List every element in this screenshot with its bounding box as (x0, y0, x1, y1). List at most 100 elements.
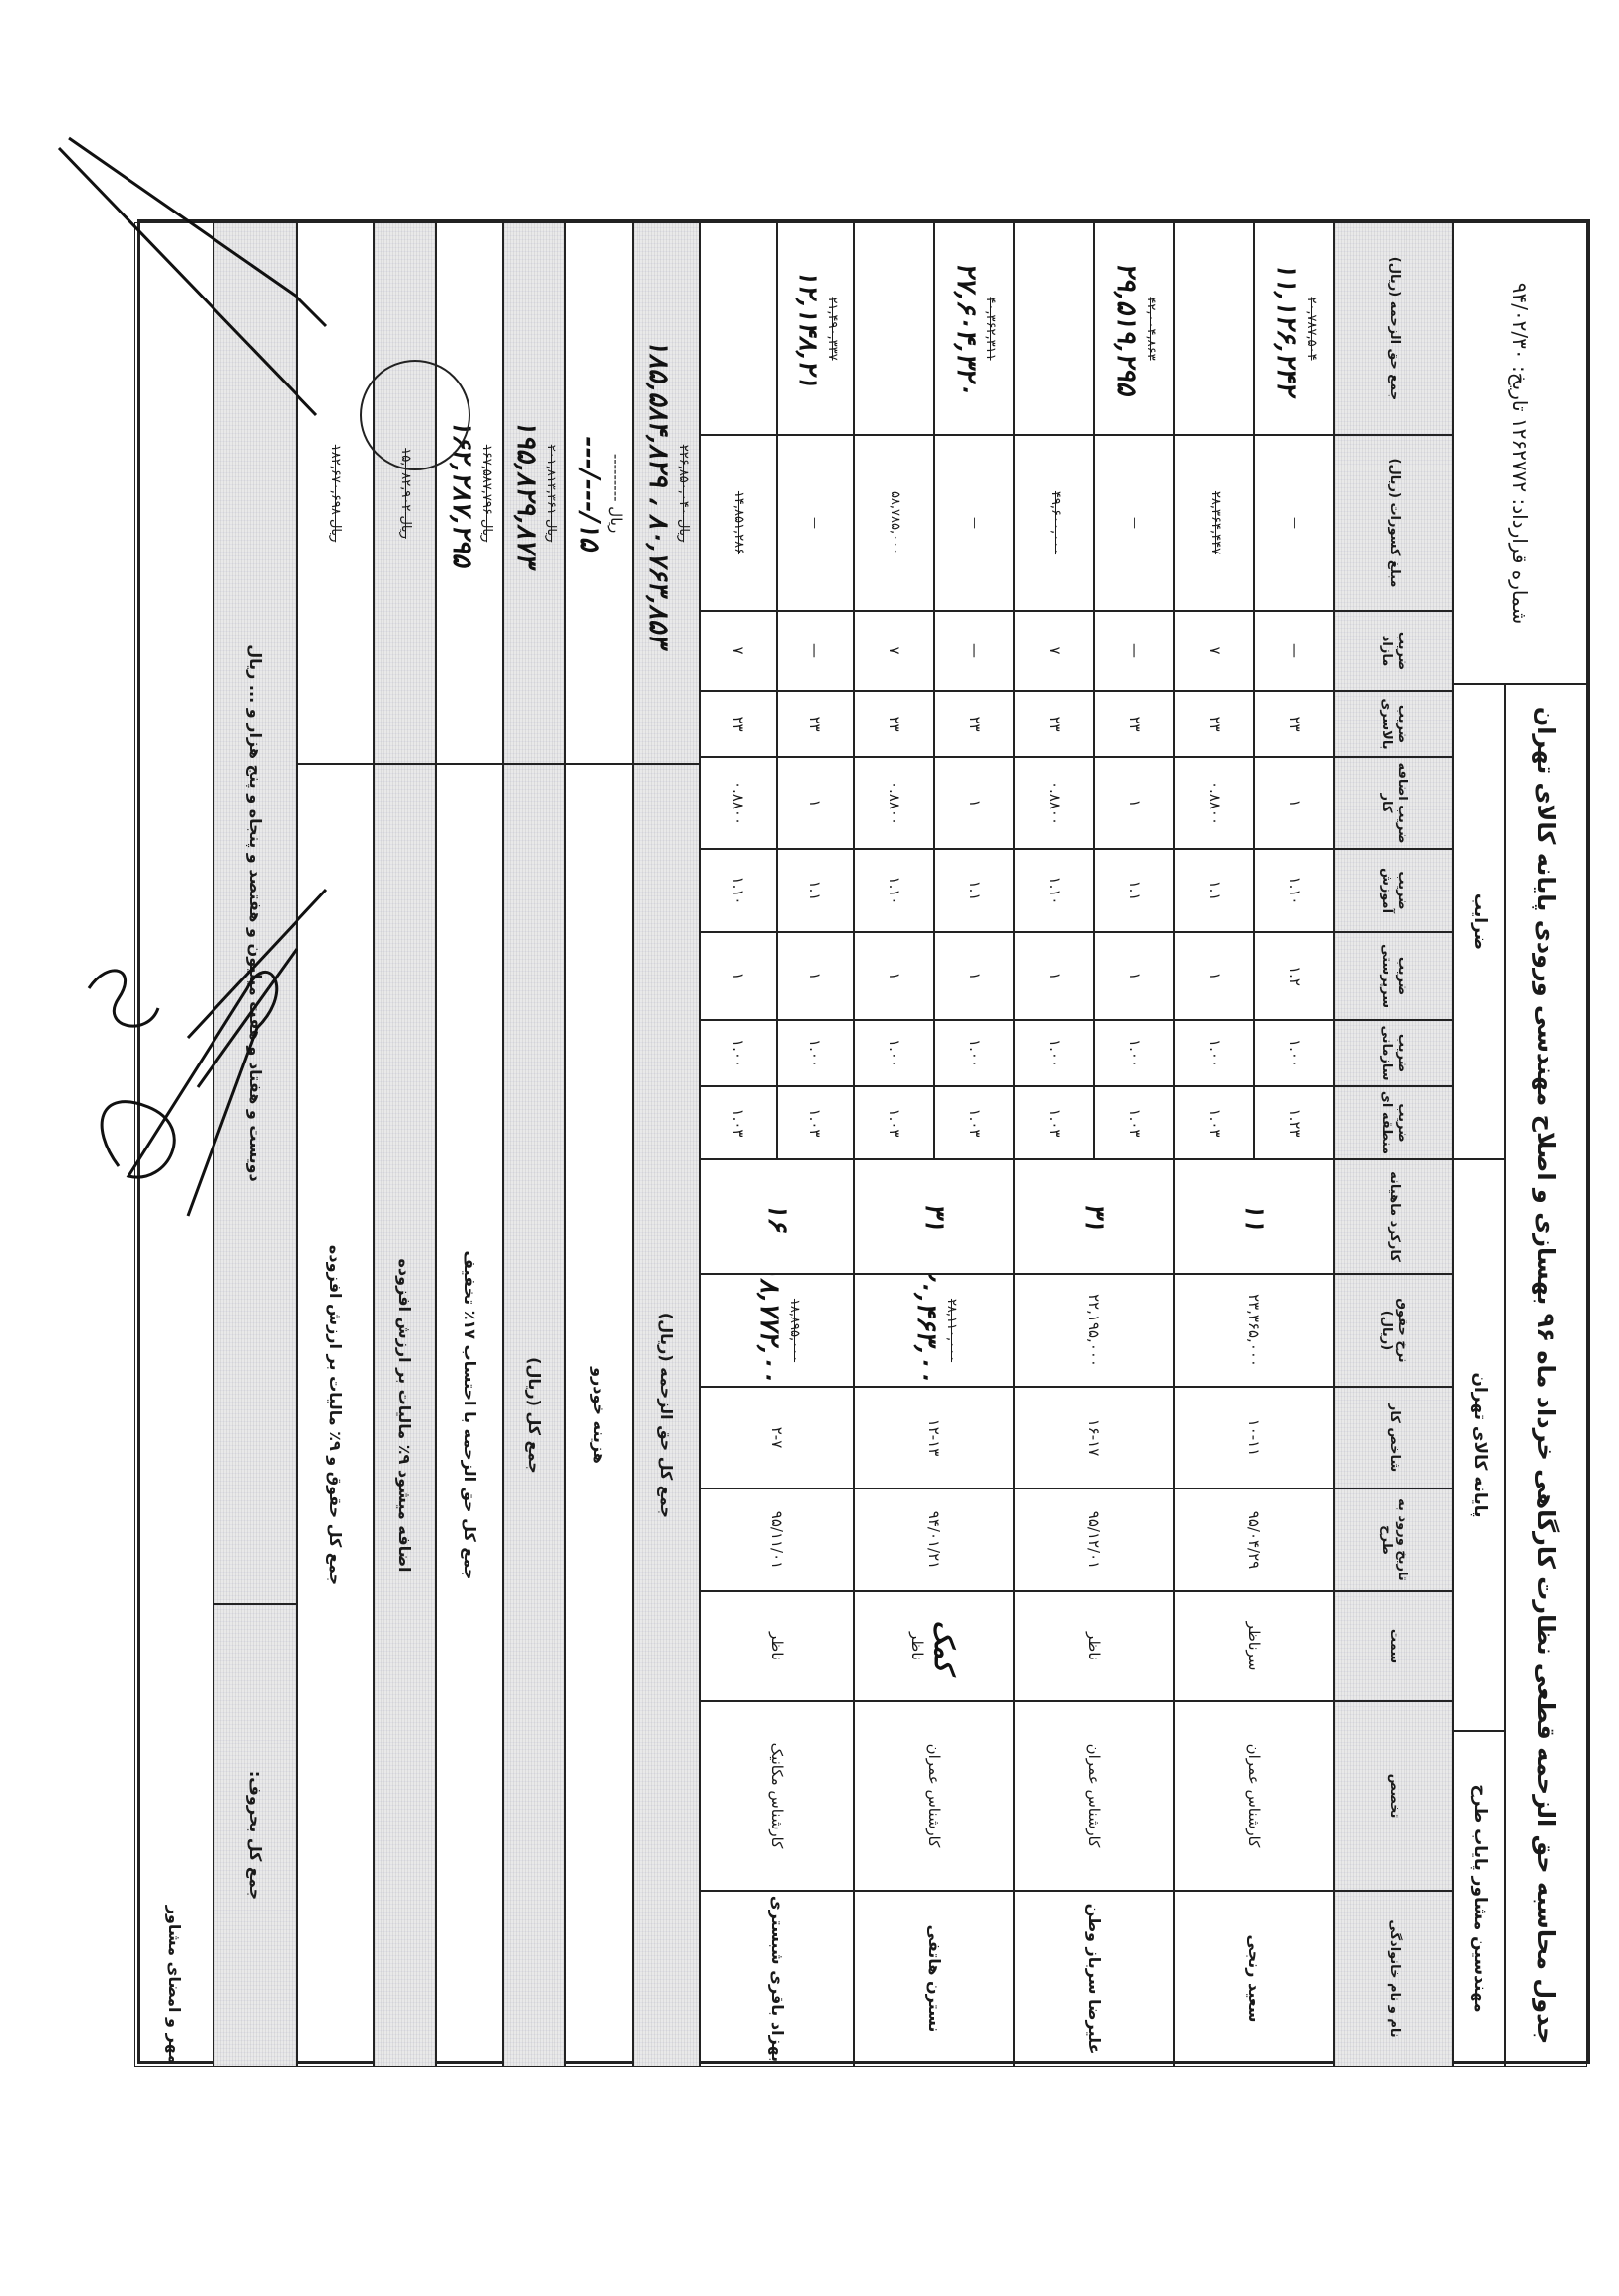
cell-value: ۲۳ (965, 716, 983, 732)
signature-label: مهر و امضای مشاور (165, 1905, 184, 2064)
cell-value: ۱.۱ (1205, 880, 1224, 901)
workdays-cell: ۳۱ (1014, 1159, 1174, 1274)
split-cell-a: ۱.۱ (777, 849, 854, 932)
split-cell-b: ۲۳ (854, 691, 934, 757)
split-cell-a: ۱ (934, 932, 1014, 1020)
split-cell-a: — (934, 611, 1014, 691)
column-header: سمت (1334, 1591, 1453, 1701)
cell-value: ۲۳ (1045, 716, 1064, 732)
summary-label: هزینه خودرو (565, 764, 633, 2067)
cell-value: ۱.۱۰ (729, 876, 748, 905)
start-date-cell: ۹۴/۰۱/۲۱ (854, 1488, 1014, 1591)
group-label: ضرایب (1470, 893, 1491, 951)
cell-value: ۱.۰۰ (729, 1039, 748, 1067)
cell-value: ۱ (965, 972, 983, 980)
cell-value: ۱.۱ (965, 880, 983, 901)
cell-value: ۱ (965, 799, 983, 808)
cell-value: — (1288, 517, 1302, 529)
workdays-cell: ۱۱ (1174, 1159, 1334, 1274)
split-cell-b: ۷ (700, 611, 777, 691)
cell-value: ۱.۰۰ (1285, 1039, 1304, 1067)
total-cell: ۲۰,۷۸۷,۵۰۴ ۱۱,۱۲۶,۲۴۲ (1254, 222, 1334, 435)
start-date-cell: ۹۵/۱۲/۰۱ (1014, 1488, 1174, 1591)
specialty-value: کارشناس عمران (1245, 1743, 1264, 1848)
name-cell: بهزاد باقری شبستری (700, 1891, 854, 2067)
cell-value: ۱.۲ (1285, 966, 1304, 986)
split-cell-b: ۰.۸۸۰۰ (854, 757, 934, 849)
cell-value: ۲۳ (1205, 716, 1224, 732)
cell-value: ۱.۰۳ (1045, 1108, 1064, 1138)
split-cell-b: ۲۳ (700, 691, 777, 757)
column-header: ضریب سازمانی (1334, 1020, 1453, 1086)
split-cell-b: ۰.۸۸۰۰ (1174, 757, 1254, 849)
column-header: ضریب آموزش (1334, 849, 1453, 932)
split-cell-a: — (1254, 435, 1334, 611)
cell-value: ۱ (1045, 972, 1064, 980)
split-cell-b: ۱.۰۰ (1174, 1020, 1254, 1086)
split-cell-a: ۱ (1094, 757, 1174, 849)
rate-cell: ۲۸,۱۱۰,۰۰۰ ۲۰,۴۶۳,۰۰۰ (854, 1274, 1014, 1387)
cell-value: ۲۸,۳۶۴,۴۴۷ (1207, 490, 1223, 555)
split-cell-b: ۱.۱۰ (1014, 849, 1094, 932)
start-date-cell: ۹۵/۱۱/۰۱ (700, 1488, 854, 1591)
split-cell-a: ۱.۰۳ (934, 1086, 1014, 1159)
column-header-label: ضریب آموزش (1379, 867, 1410, 914)
summary-label-text: جمع کل (ریال) (525, 1357, 545, 1474)
split-cell-b: ۰.۸۸۰۰ (700, 757, 777, 849)
split-cell-a: ۱.۰۰ (934, 1020, 1014, 1086)
split-cell-a: ۱.۱ (1094, 849, 1174, 932)
rate-value: ۱۸,۸۹۵,۰۰۰ (787, 1298, 802, 1363)
split-cell-b: ۴۹,۶۰۰,۰۰۰ (1014, 435, 1094, 611)
cell-value: ۷ (729, 646, 748, 655)
code-cell: ۲-۷ (700, 1387, 854, 1488)
split-cell-b: ۱ (1014, 932, 1094, 1020)
position-note: کمک (928, 1620, 960, 1672)
fee-calculation-table: شماره قرارداد: ۱۲۶۲۷۷۲ تاریخ: ۹۴/۰۲/۳۰ جد… (134, 219, 1590, 2067)
cell-value: ۱.۰۰ (885, 1039, 903, 1067)
summary-value: ریال ۱۶۷,۵۸۷,۷۹۶ ۱۶۲,۲۸۷,۲۹۵ (436, 222, 503, 764)
column-header-label: ضریب سرپرستی (1379, 943, 1410, 1009)
cell-value: ۱ (729, 972, 748, 980)
split-cell-b: ۱.۰۰ (700, 1020, 777, 1086)
summary-label: جمع کل (ریال) (503, 764, 565, 2067)
summary-handwritten: ۱۶۲,۲۸۷,۲۹۵ (446, 419, 477, 567)
column-header: ضریب سرپرستی (1334, 932, 1453, 1020)
cell-value: ۲۳ (885, 716, 903, 732)
column-header: نرخ حقوق (ریال) (1334, 1274, 1453, 1387)
cell-value: ۱ (1285, 799, 1304, 808)
column-header-label: ضریب بالاسری (1379, 698, 1410, 750)
code-value: ۱۶-۱۷ (1085, 1418, 1104, 1457)
cell-value: ۱.۰۰ (965, 1039, 983, 1067)
split-cell-b: ۱.۰۳ (1014, 1086, 1094, 1159)
summary-label: اضافه میشود ۹٪ مالیات بر ارزش افزوده (374, 764, 436, 2067)
cell-value: ۱.۰۳ (729, 1108, 748, 1138)
split-cell-b: ۱ (1174, 932, 1254, 1020)
cell-value: ۱.۱ (807, 880, 825, 901)
code-value: ۲-۷ (768, 1426, 787, 1449)
workdays-value: ۳۱ (1078, 1202, 1110, 1232)
cell-value: ۱.۱ (1125, 880, 1144, 901)
cell-value: ۱.۰۰ (1205, 1039, 1224, 1067)
summary-printed: ریال --------- (607, 453, 626, 534)
summary-label-text: جمع کل حقوق و ۹٪ مالیات بر ارزش افزوده (326, 1244, 345, 1586)
document-title: جدول محاسبه حق الزحمه قطعی نظارت کارگاهی… (1532, 706, 1561, 2045)
split-cell-a: — (1094, 435, 1174, 611)
split-cell-b: ۱ (700, 932, 777, 1020)
total-cell-blank (700, 222, 777, 435)
split-cell-a: — (1094, 611, 1174, 691)
total-handwritten: ۱۲,۱۴۸,۲۱ (792, 269, 823, 388)
split-cell-a: ۱.۰۳ (777, 1086, 854, 1159)
start-date-value: ۹۵/۱۱/۰۱ (768, 1510, 787, 1570)
cell-value: — (807, 643, 825, 658)
cell-value: ۰.۸۸۰۰ (1045, 780, 1064, 826)
cell-value: ۱.۰۰ (1125, 1039, 1144, 1067)
total-handwritten: ۲۷,۶۰۴,۳۲۰ (951, 262, 982, 395)
position-value: ناظر (768, 1632, 787, 1660)
summary-label: جمع کل حق الزحمه (ریال) (633, 764, 700, 2067)
total-cell-blank (854, 222, 934, 435)
summary-value: ریال --------- ۱۵/---/--- (565, 222, 633, 764)
split-cell-b: ۷ (1174, 611, 1254, 691)
cell-value: ۱.۰۳ (1205, 1108, 1224, 1138)
summary-label-text: جمع کل حق الزحمه با احتساب ۱۷٪ تخفیف (461, 1250, 479, 1580)
split-cell-a: — (777, 611, 854, 691)
